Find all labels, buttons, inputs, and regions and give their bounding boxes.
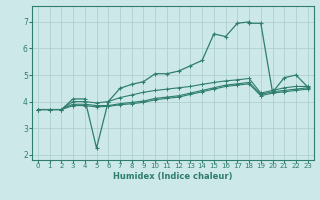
X-axis label: Humidex (Indice chaleur): Humidex (Indice chaleur) [113,172,233,181]
